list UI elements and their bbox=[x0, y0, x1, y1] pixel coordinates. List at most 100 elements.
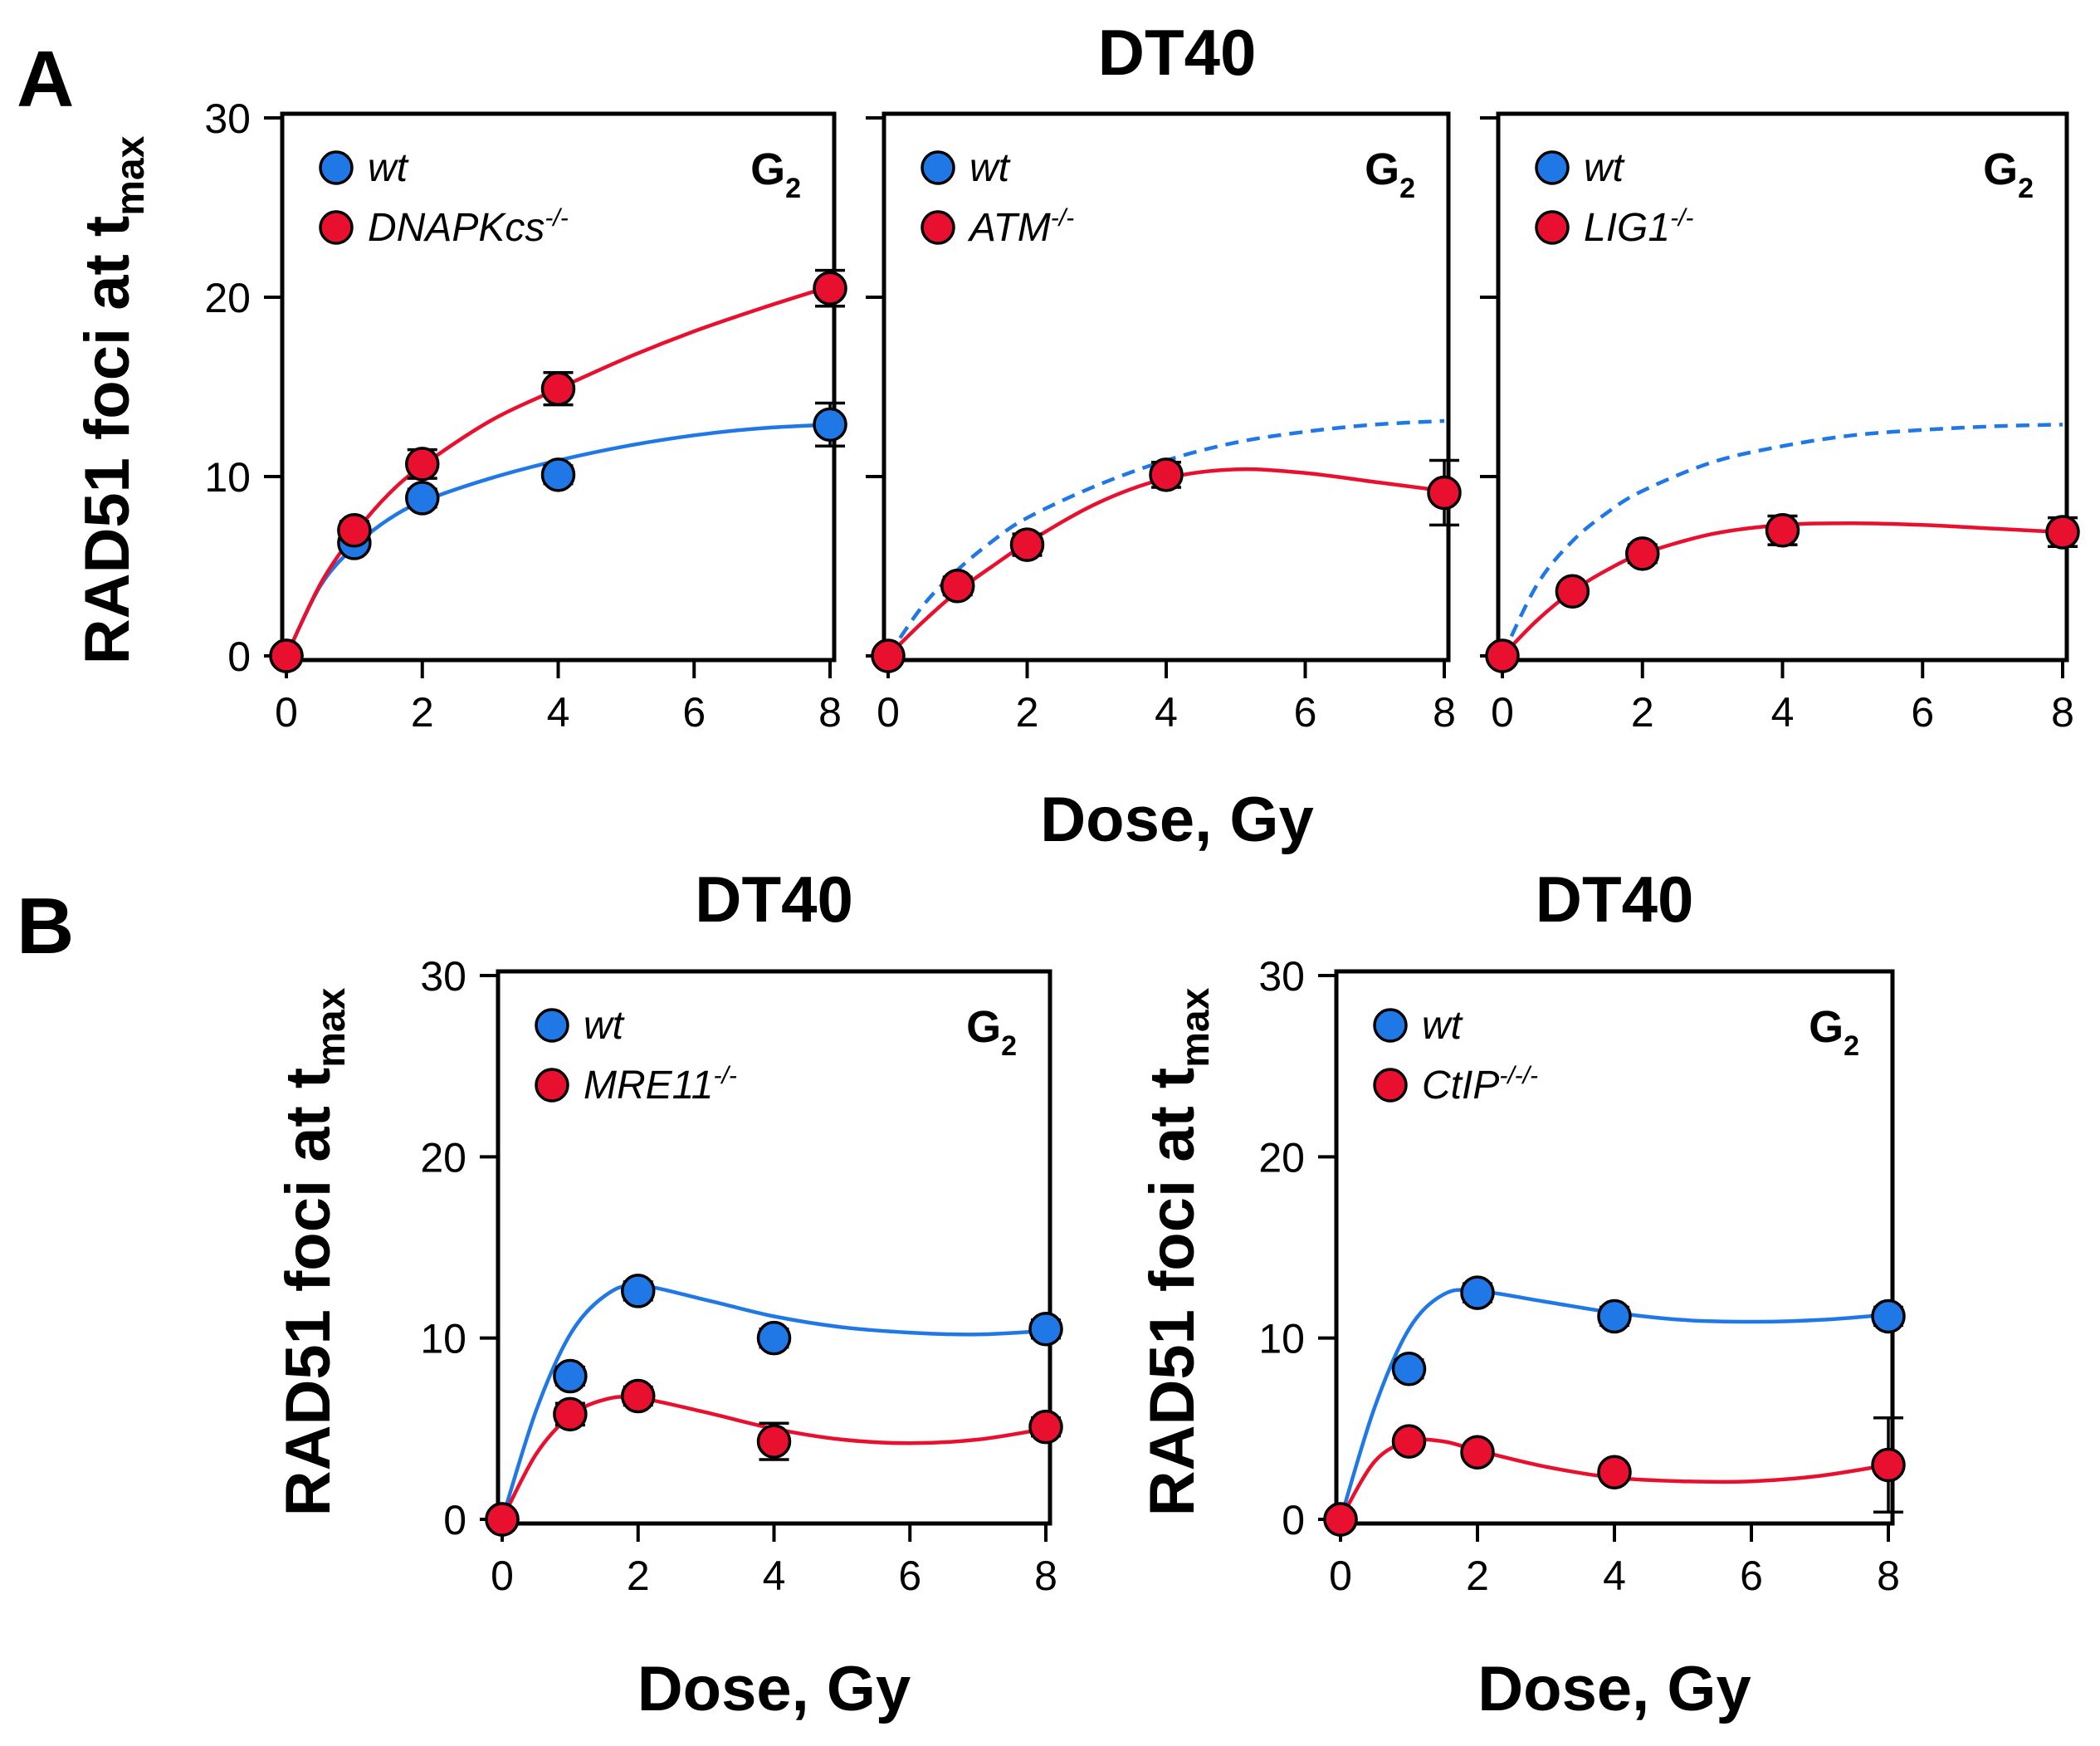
x-axis-label: Dose, Gy bbox=[637, 1654, 911, 1724]
y-tick-label: 10 bbox=[204, 454, 251, 501]
legend-label-mutant: DNAPKcs-/- bbox=[368, 204, 569, 250]
legend-marker-wt bbox=[921, 150, 955, 185]
x-tick-label: 6 bbox=[898, 1553, 921, 1599]
x-tick-label: 8 bbox=[818, 689, 842, 736]
x-tick-label: 2 bbox=[411, 689, 434, 736]
panel-b1-y-axis-label: RAD51 foci at tmax bbox=[273, 987, 354, 1516]
y-tick-label: 0 bbox=[227, 633, 251, 680]
data-point-mutant bbox=[756, 1424, 792, 1459]
x-tick-label: 8 bbox=[1034, 1553, 1057, 1599]
legend-marker-mutant bbox=[921, 210, 955, 245]
legend-label-mutant: LIG1-/- bbox=[1584, 204, 1693, 250]
data-point-mutant bbox=[813, 271, 847, 306]
plot-lig1: 0 2 4 6 8 G2 wt LIG1-/- bbox=[1480, 111, 2080, 736]
plot-ctip: 0 10 20 30 0 2 4 6 8 DT40 Dose, Gy G2 wt CtIP-/-/- bbox=[1258, 863, 1906, 1724]
data-point-mutant bbox=[2045, 515, 2080, 550]
legend-marker-mutant bbox=[319, 210, 354, 245]
data-point-mutant bbox=[1871, 1447, 1906, 1483]
data-point-mutant bbox=[1009, 527, 1045, 562]
legend-marker-wt bbox=[535, 1008, 569, 1043]
legend-label-mutant: CtIP-/-/- bbox=[1422, 1062, 1538, 1108]
x-tick-label: 2 bbox=[1631, 689, 1654, 736]
x-tick-label: 0 bbox=[877, 689, 900, 736]
data-point-mutant bbox=[940, 569, 975, 604]
phase-label: G2 bbox=[1983, 144, 2034, 204]
data-point-mutant bbox=[1427, 475, 1462, 511]
legend-marker-wt bbox=[1535, 150, 1570, 185]
phase-label: G2 bbox=[750, 144, 801, 204]
y-tick-label: 0 bbox=[1282, 1497, 1305, 1543]
y-tick-label: 10 bbox=[420, 1316, 466, 1362]
data-point-mutant bbox=[871, 638, 906, 673]
svg-text:RAD51 foci at tmax: RAD51 foci at tmax bbox=[1137, 987, 1218, 1516]
chart-title: DT40 bbox=[1536, 863, 1694, 936]
legend-marker-wt bbox=[319, 150, 354, 185]
plot-dnapkcs: 0 10 20 30 0 2 4 6 8 G2 wt DNAPKcs-/- bbox=[204, 95, 847, 736]
legend-label-mutant: ATM-/- bbox=[967, 204, 1074, 250]
data-point-wt bbox=[756, 1320, 792, 1356]
x-tick-label: 2 bbox=[627, 1553, 650, 1599]
data-point-wt bbox=[405, 481, 440, 516]
data-point-mutant bbox=[553, 1396, 588, 1432]
x-tick-label: 0 bbox=[1491, 689, 1514, 736]
legend-label-mutant: MRE11-/- bbox=[584, 1062, 737, 1108]
data-point-mutant bbox=[1460, 1435, 1495, 1470]
chart-title: DT40 bbox=[695, 863, 853, 936]
y-tick-label: 20 bbox=[420, 1134, 466, 1181]
legend-label-wt: wt bbox=[368, 146, 409, 190]
legend-label-wt: wt bbox=[1422, 1004, 1463, 1048]
fit-curve-wt bbox=[500, 1284, 1047, 1520]
data-point-mutant bbox=[1323, 1502, 1358, 1537]
data-point-mutant bbox=[1765, 513, 1800, 548]
x-tick-label: 0 bbox=[275, 689, 298, 736]
x-tick-label: 8 bbox=[2051, 689, 2074, 736]
legend-label-wt: wt bbox=[584, 1004, 625, 1048]
panel-b2-y-axis-label: RAD51 foci at tmax bbox=[1137, 987, 1218, 1516]
y-tick-label: 0 bbox=[443, 1497, 466, 1543]
x-tick-label: 4 bbox=[763, 1553, 786, 1599]
y-tick-label: 20 bbox=[204, 275, 251, 321]
data-point-mutant bbox=[1625, 536, 1660, 571]
data-point-mutant bbox=[1028, 1409, 1063, 1445]
data-point-mutant bbox=[485, 1502, 520, 1537]
x-axis-label: Dose, Gy bbox=[1477, 1654, 1751, 1724]
y-tick-label: 10 bbox=[1258, 1316, 1305, 1362]
y-tick-label: 30 bbox=[420, 953, 466, 1000]
panel-a-letter: A bbox=[17, 35, 74, 124]
svg-text:RAD51 foci at tmax: RAD51 foci at tmax bbox=[72, 135, 153, 664]
data-point-wt bbox=[553, 1358, 588, 1394]
x-tick-label: 4 bbox=[1603, 1553, 1626, 1599]
data-point-mutant bbox=[269, 638, 304, 673]
y-tick-label: 30 bbox=[1258, 953, 1305, 1000]
data-point-mutant bbox=[337, 513, 372, 548]
phase-label: G2 bbox=[1365, 144, 1415, 204]
legend-label-wt: wt bbox=[1584, 146, 1625, 190]
x-tick-label: 2 bbox=[1466, 1553, 1489, 1599]
panel-a-x-axis-label: Dose, Gy bbox=[1040, 785, 1313, 855]
data-point-mutant bbox=[405, 447, 440, 482]
y-tick-label: 20 bbox=[1258, 1134, 1305, 1181]
x-tick-label: 6 bbox=[682, 689, 706, 736]
data-point-wt bbox=[1871, 1298, 1906, 1334]
x-tick-label: 4 bbox=[1771, 689, 1795, 736]
x-tick-label: 4 bbox=[547, 689, 570, 736]
fit-curve-wt bbox=[1500, 423, 2063, 657]
data-point-wt bbox=[1028, 1312, 1063, 1347]
x-tick-label: 8 bbox=[1433, 689, 1456, 736]
x-tick-label: 8 bbox=[1877, 1553, 1900, 1599]
data-point-mutant bbox=[1391, 1424, 1427, 1459]
data-point-wt bbox=[540, 457, 576, 492]
panel-a-title: DT40 bbox=[1098, 16, 1257, 89]
panel-a-y-axis-label: RAD51 foci at tmax bbox=[72, 135, 153, 664]
svg-text:RAD51 foci at tmax: RAD51 foci at tmax bbox=[273, 987, 354, 1516]
fit-curve-wt bbox=[1338, 1288, 1889, 1520]
legend-marker-mutant bbox=[535, 1068, 569, 1103]
data-point-wt bbox=[1460, 1275, 1495, 1310]
data-point-wt bbox=[1597, 1298, 1632, 1334]
x-tick-label: 6 bbox=[1911, 689, 1934, 736]
legend-marker-mutant bbox=[1373, 1068, 1408, 1103]
plot-frame bbox=[1496, 111, 2069, 663]
data-point-wt bbox=[1391, 1352, 1427, 1387]
y-tick-label: 30 bbox=[204, 95, 251, 142]
